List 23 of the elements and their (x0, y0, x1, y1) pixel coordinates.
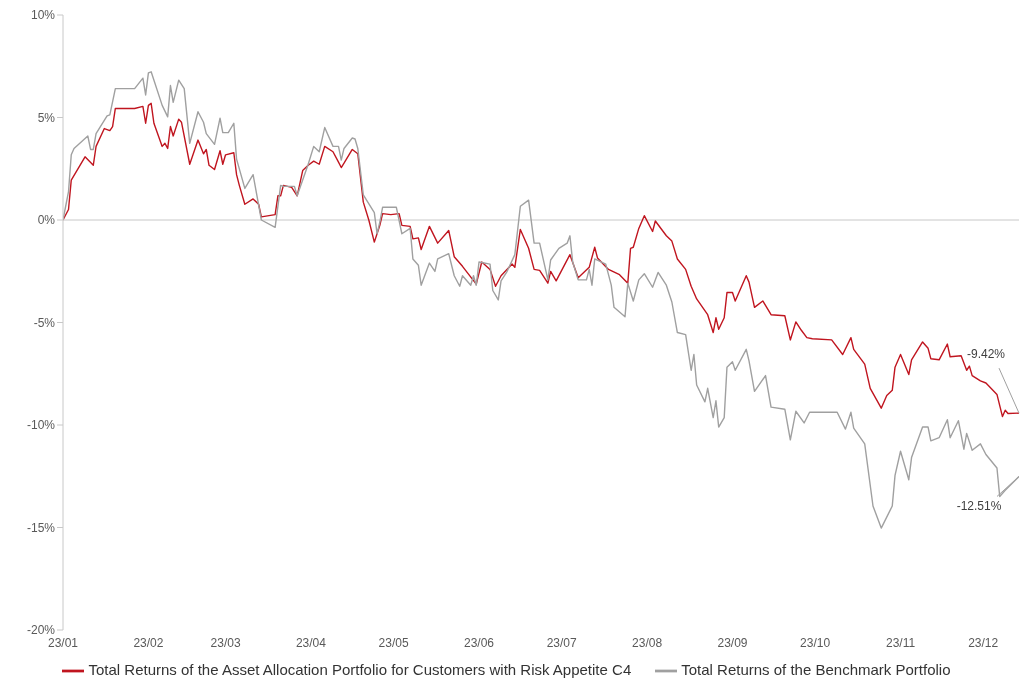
y-tick-label: 10% (30, 8, 56, 23)
x-tick-label: 23/03 (210, 635, 241, 650)
y-tick-label: 0% (37, 213, 56, 228)
x-tick-label: 23/05 (378, 635, 409, 650)
x-tick-label: 23/11 (885, 635, 916, 650)
y-tick-label: -10% (26, 418, 56, 433)
x-tick-label: 23/02 (133, 635, 164, 650)
x-tick-label: 23/12 (968, 635, 999, 650)
x-tick-label: 23/09 (717, 635, 748, 650)
annotation: -12.51% (956, 498, 1002, 513)
x-tick-label: 23/10 (800, 635, 831, 650)
x-tick-label: 23/01 (47, 635, 79, 650)
x-tick-label: 23/06 (464, 635, 495, 650)
y-tick-label: -15% (26, 520, 56, 535)
y-tick-label: -20% (26, 623, 56, 638)
x-tick-label: 23/07 (546, 635, 577, 650)
legend-label: Total Returns of the Asset Allocation Portfolio for Customers with Risk Appetite C4 (88, 660, 632, 678)
x-tick-label: 23/04 (295, 635, 327, 650)
x-tick-label: 23/08 (632, 635, 663, 650)
y-tick-label: 5% (37, 110, 56, 125)
legend-label: Total Returns of the Benchmark Portfolio (681, 660, 951, 678)
y-tick-label: -5% (33, 315, 56, 330)
annotation: -9.42% (966, 347, 1006, 362)
